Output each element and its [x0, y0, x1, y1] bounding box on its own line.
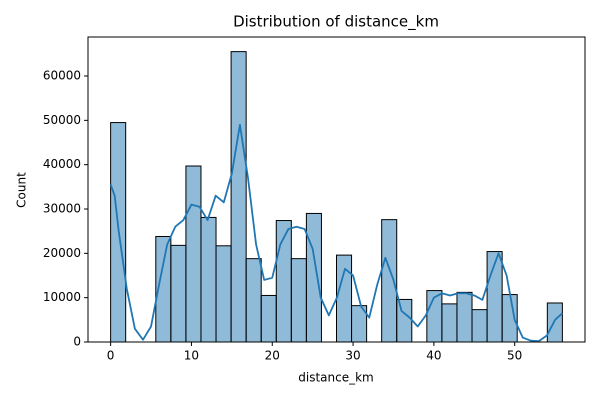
y-tick-label: 50000	[43, 113, 81, 127]
x-tick-label: 30	[345, 349, 360, 363]
y-tick-label: 20000	[43, 246, 81, 260]
y-tick-label: 0	[73, 335, 81, 349]
x-tick-label: 50	[507, 349, 522, 363]
bar	[260, 294, 277, 343]
kde-line	[109, 123, 563, 343]
bar	[185, 165, 202, 343]
y-tick-label: 10000	[43, 290, 81, 304]
bar	[170, 244, 187, 343]
bar	[471, 309, 488, 343]
bar	[396, 298, 413, 343]
bar	[336, 254, 353, 343]
x-tick-label: 20	[265, 349, 280, 363]
x-axis-label: distance_km	[298, 371, 374, 385]
y-tick-label: 30000	[43, 202, 81, 216]
chart-title: Distribution of distance_km	[233, 13, 439, 32]
bar	[215, 245, 232, 343]
bar	[230, 51, 247, 343]
x-tick-label: 10	[184, 349, 199, 363]
bar	[546, 302, 563, 343]
bar	[245, 258, 262, 343]
x-tick-label: 40	[426, 349, 441, 363]
bar	[305, 212, 322, 343]
x-tick-label: 0	[107, 349, 115, 363]
bar	[200, 216, 217, 343]
bar	[441, 303, 458, 343]
bar	[456, 291, 473, 343]
y-tick-label: 60000	[43, 69, 81, 83]
y-axis-label: Count	[15, 172, 29, 208]
bar	[290, 258, 307, 343]
plot-frame	[87, 36, 586, 343]
y-tick-label: 40000	[43, 157, 81, 171]
